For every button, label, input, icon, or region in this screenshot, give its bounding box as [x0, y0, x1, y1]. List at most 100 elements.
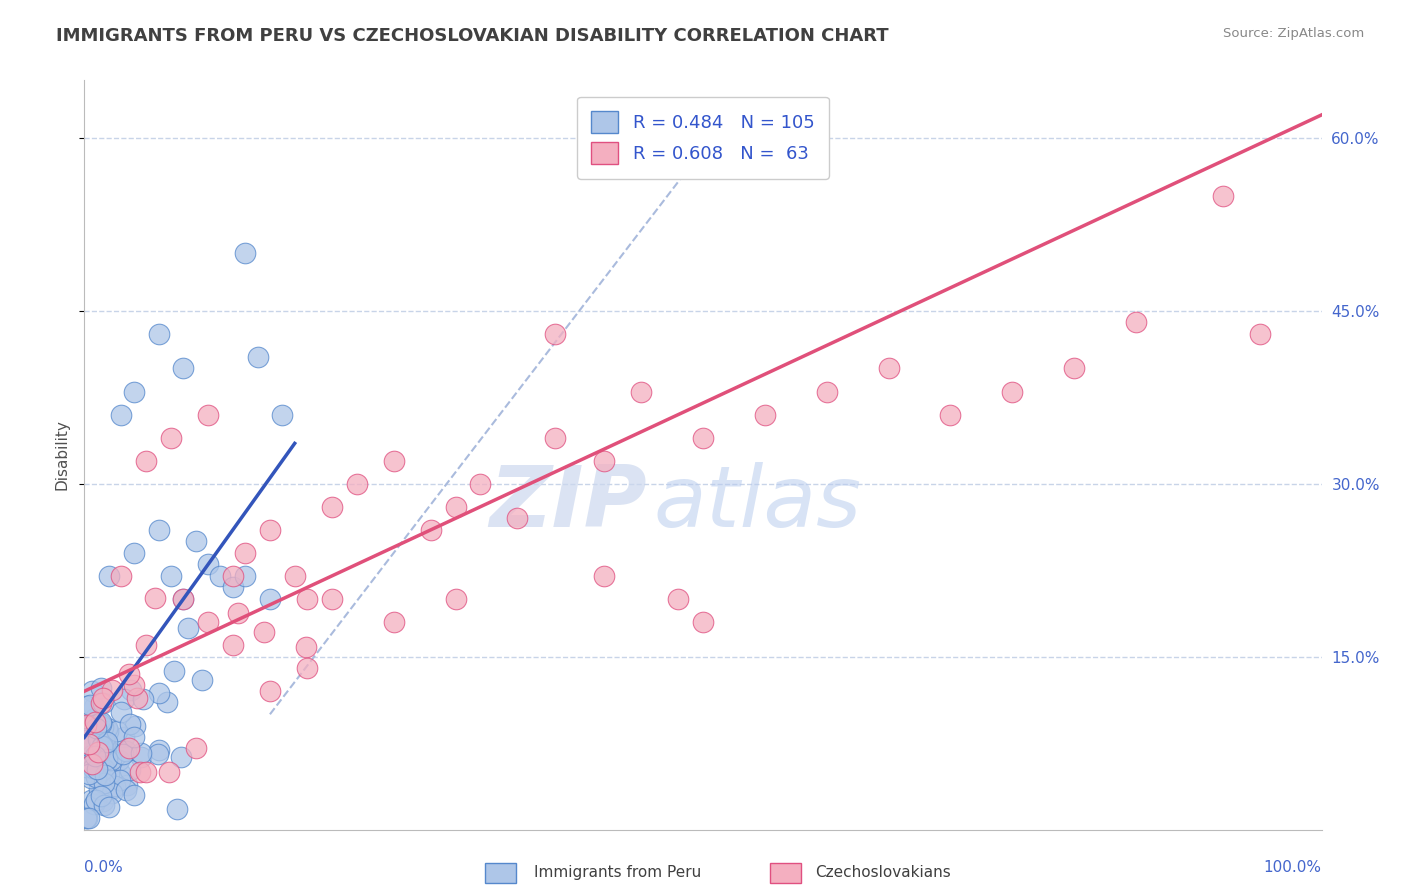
- Text: Immigrants from Peru: Immigrants from Peru: [534, 865, 702, 880]
- Point: [815, 384, 838, 399]
- Point: [1212, 188, 1234, 202]
- Point: [169, 750, 191, 764]
- Point: [191, 673, 214, 688]
- Point: [75, 759, 97, 773]
- Point: [321, 500, 343, 514]
- Point: [246, 350, 269, 364]
- Point: [90, 715, 112, 730]
- Point: [107, 753, 129, 767]
- Point: [94, 758, 117, 772]
- Point: [115, 782, 138, 797]
- Point: [222, 569, 245, 583]
- Point: [127, 691, 149, 706]
- Point: [75, 811, 97, 825]
- Point: [209, 569, 232, 583]
- Point: [160, 569, 183, 583]
- Point: [77, 737, 100, 751]
- Point: [93, 798, 115, 813]
- Point: [382, 615, 405, 629]
- Point: [222, 581, 245, 595]
- Point: [96, 752, 118, 766]
- Point: [692, 431, 714, 445]
- Point: [122, 731, 145, 745]
- Point: [96, 734, 118, 748]
- Point: [87, 731, 110, 746]
- Point: [630, 384, 652, 399]
- Point: [118, 666, 141, 681]
- Point: [83, 711, 105, 725]
- Point: [84, 749, 107, 764]
- Point: [156, 695, 179, 709]
- Point: [98, 569, 121, 583]
- Point: [76, 746, 98, 760]
- Point: [135, 764, 157, 779]
- Point: [160, 431, 183, 445]
- Point: [148, 523, 170, 537]
- Point: [80, 793, 103, 807]
- Point: [87, 747, 110, 761]
- Point: [259, 684, 281, 698]
- Point: [148, 743, 170, 757]
- Point: [101, 781, 124, 796]
- Point: [124, 677, 146, 691]
- Point: [506, 511, 529, 525]
- Point: [108, 773, 131, 788]
- Point: [135, 638, 157, 652]
- Point: [93, 739, 115, 753]
- Point: [77, 739, 100, 753]
- Point: [82, 761, 104, 775]
- Point: [233, 569, 256, 583]
- Point: [382, 453, 405, 467]
- Point: [1001, 384, 1024, 399]
- Point: [226, 606, 249, 620]
- Point: [163, 664, 186, 678]
- Point: [321, 592, 343, 607]
- Point: [76, 811, 98, 825]
- Text: IMMIGRANTS FROM PERU VS CZECHOSLOVAKIAN DISABILITY CORRELATION CHART: IMMIGRANTS FROM PERU VS CZECHOSLOVAKIAN …: [56, 27, 889, 45]
- Point: [90, 739, 112, 753]
- Point: [110, 569, 132, 583]
- Point: [84, 767, 107, 781]
- Y-axis label: Disability: Disability: [53, 419, 69, 491]
- Point: [76, 699, 98, 714]
- Point: [87, 746, 110, 760]
- Point: [79, 771, 101, 785]
- Point: [91, 696, 114, 710]
- Point: [91, 734, 114, 748]
- Point: [115, 744, 138, 758]
- Point: [111, 747, 134, 762]
- Point: [120, 682, 142, 697]
- Point: [83, 714, 105, 729]
- Point: [132, 692, 155, 706]
- Point: [129, 750, 152, 764]
- Point: [94, 767, 117, 781]
- Point: [112, 691, 135, 706]
- Point: [754, 408, 776, 422]
- Point: [143, 591, 166, 605]
- Point: [89, 767, 111, 781]
- Point: [346, 476, 368, 491]
- Point: [444, 500, 467, 514]
- Point: [543, 431, 565, 445]
- Point: [877, 361, 900, 376]
- Point: [80, 684, 103, 698]
- Point: [120, 717, 142, 731]
- Point: [107, 724, 129, 739]
- Point: [86, 762, 108, 776]
- Point: [259, 592, 281, 607]
- Point: [83, 700, 105, 714]
- Point: [444, 592, 467, 607]
- Text: ZIP: ZIP: [489, 462, 647, 545]
- Point: [172, 592, 194, 607]
- Point: [233, 246, 256, 260]
- Point: [131, 746, 153, 760]
- Point: [97, 723, 120, 738]
- Point: [84, 793, 107, 807]
- Point: [118, 764, 141, 778]
- Point: [197, 615, 219, 629]
- Point: [295, 661, 318, 675]
- Point: [101, 786, 124, 800]
- Point: [172, 592, 194, 607]
- Point: [93, 762, 115, 776]
- Point: [75, 717, 97, 731]
